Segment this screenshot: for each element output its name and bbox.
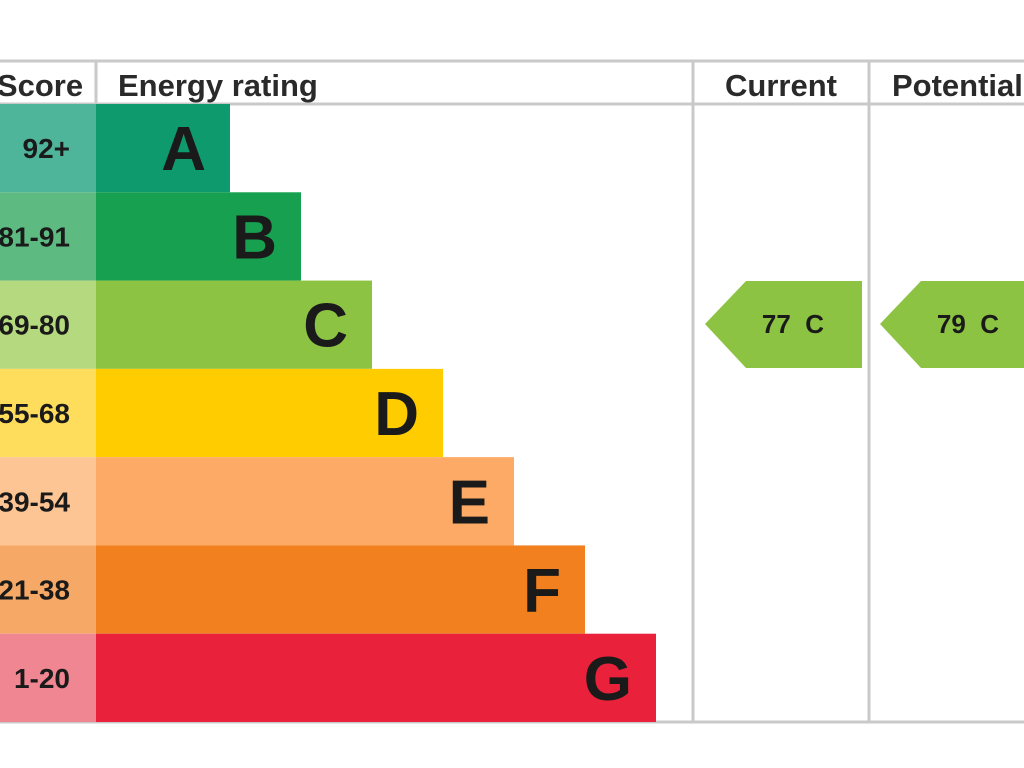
current-rating-label: 77 C (762, 309, 824, 339)
band-letter-a: A (161, 115, 206, 184)
band-bar-f (96, 545, 585, 634)
band-letter-g: G (584, 645, 632, 714)
header-potential: Potential (892, 68, 1023, 103)
band-letter-d: D (374, 380, 419, 449)
score-cell-f (0, 545, 96, 634)
band-bar-c (96, 280, 372, 369)
band-letter-c: C (303, 292, 348, 361)
score-cell-b (0, 192, 96, 281)
potential-rating-arrow (880, 281, 1024, 368)
score-cell-a (0, 104, 96, 193)
band-bar-b (96, 192, 301, 281)
current-rating-arrow (705, 281, 862, 368)
score-range-d: 55-68 (0, 398, 70, 429)
potential-rating-indicator: 79 C (880, 281, 1024, 368)
band-letter-f: F (523, 557, 561, 626)
score-cell-g (0, 633, 96, 722)
band-bar-d (96, 368, 443, 458)
band-letter-e: E (449, 468, 490, 537)
header-current: Current (725, 68, 837, 103)
score-cell-c (0, 280, 96, 369)
score-range-c: 69-80 (0, 310, 70, 341)
band-letter-b: B (232, 203, 277, 272)
score-range-f: 21-38 (0, 575, 70, 606)
score-range-g: 1-20 (14, 663, 70, 694)
current-rating-indicator: 77 C (705, 281, 862, 368)
header-score: Score (0, 68, 83, 103)
score-range-e: 39-54 (0, 486, 70, 517)
score-range-a: 92+ (23, 133, 71, 164)
band-bar-a (96, 104, 230, 193)
band-bar-e (96, 457, 514, 546)
score-cell-d (0, 368, 96, 458)
score-cell-e (0, 457, 96, 546)
header-energy-rating: Energy rating (118, 68, 318, 103)
band-bar-g (96, 633, 656, 722)
rating-bands: 92+ A 81-91 B 69-80 C 55-68 D 39-54 E 21-38 F 1-20 G (0, 104, 656, 722)
score-range-b: 81-91 (0, 221, 70, 252)
potential-rating-label: 79 C (937, 309, 999, 339)
